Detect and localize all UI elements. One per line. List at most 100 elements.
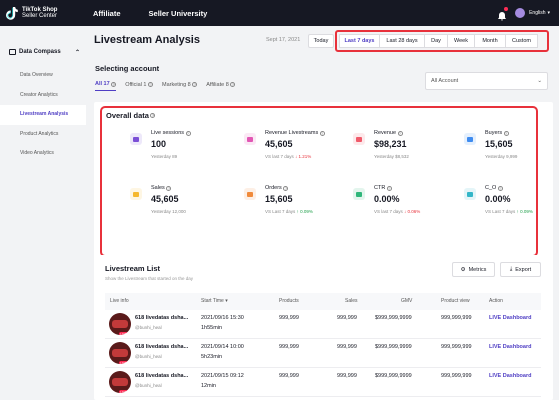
col-start-time[interactable]: Start Time ▾ (201, 293, 228, 310)
metric-sub-text: VS last 7 days (374, 209, 403, 214)
user-avatar[interactable] (515, 8, 526, 18)
sidebar-group-data-compass[interactable]: Data Compass ⌃ (0, 42, 86, 62)
products-value: 999,999 (279, 344, 299, 350)
metric-label: Revenue? (374, 130, 403, 136)
metric-sub-text: Yesterday 9,999 (485, 154, 518, 159)
tiktok-logo-icon (5, 6, 19, 20)
nav-seller-university[interactable]: Seller University (148, 8, 208, 18)
livestream-list-subtitle: Show the Livestream that started on the … (105, 276, 194, 281)
metric-buyers: Buyers? 15,605 Yesterday 9,999 (464, 130, 559, 176)
logo-line-2: Seller Center (22, 13, 58, 19)
range-week[interactable]: Week (447, 34, 475, 48)
metrics-button[interactable]: ⚙ Metrics (452, 262, 495, 277)
duration: 5h23min (201, 354, 223, 360)
tab-official[interactable]: Official 1? (125, 81, 153, 91)
sidebar-item-product-analytics[interactable]: Product Analytics (20, 130, 59, 137)
metrics-icon: ⚙ (460, 266, 466, 273)
sidebar-item-data-overview[interactable]: Data Overview (20, 72, 53, 78)
metric-sub-text: VS last 7 days (265, 154, 294, 159)
range-last-7-days[interactable]: Last 7 days (339, 34, 380, 48)
help-icon[interactable]: ? (150, 113, 156, 118)
account-select[interactable]: All Account ⌄ (425, 72, 548, 90)
help-icon[interactable]: ? (147, 82, 153, 87)
metric-sub-text: VS Last 7 days (485, 209, 516, 214)
sidebar-item-video-analytics[interactable]: Video Analytics (20, 150, 54, 156)
live-thumbnail[interactable]: LIVE (109, 371, 131, 393)
sidebar-item-creator-analytics[interactable]: Creator Analytics (20, 91, 58, 98)
language-selector[interactable]: English (529, 10, 546, 16)
col-start-time-label: Start Time (201, 298, 224, 304)
export-button[interactable]: ⤓ Export (500, 262, 541, 277)
tab-all[interactable]: All 17? (95, 81, 117, 91)
sidebar: Data Compass ⌃ Data Overview Creator Ana… (0, 26, 86, 400)
metric-sub-text: Yesterday 12,000 (151, 209, 186, 214)
sidebar-item-livestream-analysis[interactable]: Livestream Analysis (0, 105, 86, 125)
gmv-value: $999,999,9999 (375, 373, 412, 379)
col-sales: Sales (345, 298, 358, 304)
ctr-icon (353, 188, 365, 200)
main-content: Livestream Analysis Sept 17, 2021 Today … (94, 26, 553, 400)
tab-marketing[interactable]: Marketing 8? (161, 81, 198, 91)
today-button[interactable]: Today (308, 34, 334, 48)
export-button-label: Export (515, 266, 532, 273)
metric-ctr: CTR? 0.00% VS last 7 days ↓ 0.06% (353, 185, 448, 231)
help-icon[interactable]: ? (230, 82, 236, 87)
metric-value: 45,605 (265, 139, 293, 149)
range-custom[interactable]: Custom (505, 34, 538, 48)
table-row: LIVE 618 livedatas dsha... @bunhi_heal 2021… (105, 368, 541, 397)
table-row: LIVE 618 livedatas dsha... @bunhi_heal 2021… (105, 339, 541, 368)
tiktok-shop-logo[interactable]: TikTok Shop Seller Center (5, 6, 93, 20)
live-handle: @bunhi_heal (135, 354, 162, 359)
nav-affiliate[interactable]: Affiliate (93, 8, 121, 18)
tab-official-label: Official 1 (125, 81, 147, 88)
metric-label: C_O? (485, 185, 503, 191)
live-badge: LIVE (119, 390, 128, 393)
metric-value: 15,605 (485, 139, 513, 149)
live-thumbnail[interactable]: LIVE (109, 313, 131, 335)
chevron-down-icon: ▾ (547, 10, 550, 16)
metric-label-text: Buyers (485, 130, 503, 136)
top-bar: TikTok Shop Seller Center Affiliate Sell… (0, 0, 559, 26)
range-month[interactable]: Month (474, 34, 506, 48)
duration: 12min (201, 383, 216, 389)
tab-marketing-label: Marketing 8 (161, 81, 191, 88)
live-handle: @bunhi_heal (135, 325, 162, 330)
live-thumbnail[interactable]: LIVE (109, 342, 131, 364)
live-dashboard-link[interactable]: LIVE Dashboard (489, 315, 532, 321)
help-icon[interactable]: ? (192, 82, 198, 87)
help-icon[interactable]: ? (503, 130, 509, 136)
buyers-icon (464, 133, 476, 145)
trend-down: ↓ 0.06% (404, 209, 421, 214)
conversion-icon (464, 188, 476, 200)
help-icon[interactable]: ? (283, 185, 289, 191)
col-action: Action (489, 298, 503, 304)
help-icon[interactable]: ? (397, 130, 403, 136)
metric-comparison: VS last 7 days ↓ 0.06% (374, 209, 420, 214)
metric-sub-text: Yesterday $8,532 (374, 154, 409, 159)
sales-value: 999,999 (337, 344, 357, 350)
metric-label: Live sessions? (151, 130, 191, 136)
overall-data-panel: Overall data ? Live sessions? 100 Yesterda… (100, 106, 538, 257)
live-dashboard-link[interactable]: LIVE Dashboard (489, 344, 532, 350)
range-last-28-days[interactable]: Last 28 days (379, 34, 425, 48)
range-day[interactable]: Day (424, 34, 448, 48)
account-tabs: All 17? Official 1? Marketing 8? Affilia… (95, 81, 244, 91)
start-time: 2021/09/16 15:30 (201, 315, 244, 321)
help-icon[interactable]: ? (166, 185, 172, 191)
help-icon[interactable]: ? (319, 130, 325, 136)
metric-comparison: VS Last 7 days ↑ 0.09% (265, 209, 313, 214)
help-icon[interactable]: ? (111, 81, 117, 87)
notification-bell-icon[interactable] (497, 7, 509, 21)
metric-label-text: Sales (151, 185, 165, 191)
metric-label: Sales? (151, 185, 172, 191)
help-icon[interactable]: ? (386, 185, 392, 191)
live-name: 618 livedatas dsha... (135, 344, 189, 350)
overall-data-title-text: Overall data (106, 111, 149, 120)
orders-icon (244, 188, 256, 200)
tab-affiliate[interactable]: Affiliate 8? (206, 81, 236, 91)
export-icon: ⤓ (509, 266, 513, 272)
products-value: 999,999 (279, 315, 299, 321)
help-icon[interactable]: ? (497, 185, 503, 191)
help-icon[interactable]: ? (185, 130, 191, 136)
live-dashboard-link[interactable]: LIVE Dashboard (489, 373, 532, 379)
